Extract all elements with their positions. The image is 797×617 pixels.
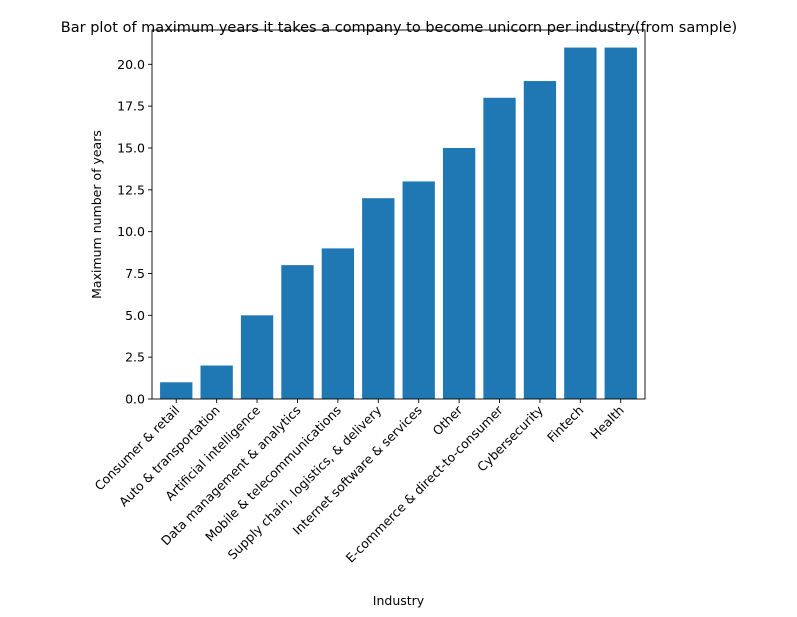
y-axis-label: Maximum number of years [89,130,104,299]
bar [160,382,193,399]
x-tick-label: Health [587,403,627,443]
x-axis-label: Industry [373,593,425,608]
bar [564,47,597,399]
y-tick-label: 7.5 [125,266,145,281]
y-tick-label: 10.0 [117,224,145,239]
bar [523,81,557,399]
x-tick-label: Other [430,402,466,438]
y-tick-label: 5.0 [125,308,145,323]
y-tick-label: 2.5 [125,350,145,365]
y-tick-label: 0.0 [125,392,145,407]
bar [200,365,233,399]
y-tick-label: 17.5 [117,99,145,114]
bar [321,248,355,399]
bar [604,47,637,399]
bar [281,265,314,399]
bar [483,97,516,399]
y-tick-label: 12.5 [117,182,145,197]
bar [442,147,476,399]
plot-frame [151,29,646,400]
bar [362,198,395,399]
bars-group [160,47,637,399]
bar [402,181,435,399]
y-tick-label: 15.0 [117,140,145,155]
bar [240,315,274,399]
x-tick-label: Fintech [544,403,586,445]
y-tick-label: 20.0 [117,57,145,72]
chart-title: Bar plot of maximum years it takes a com… [61,20,737,36]
y-axis: 0.0 2.5 5.0 7.5 10.0 12.5 15.0 17.5 20.0 [117,57,152,407]
